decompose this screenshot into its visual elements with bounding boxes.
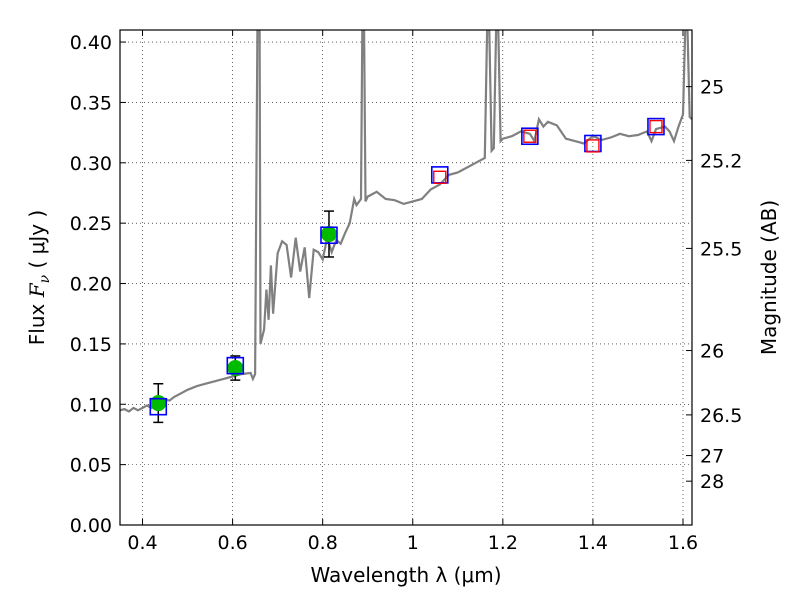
tick-layer: 0.4 0.6 0.8 1 1.2 1.4 1.6 0.00 0.05 0.10 0.15 0.20 0… [70,30,742,554]
model-photometry-marker [149,397,168,416]
y-tick-label: 0.20 [70,274,112,296]
red-marker [433,170,447,184]
detection-point [227,360,244,377]
red-marker [649,119,663,134]
model-photometry-marker [226,356,245,375]
y2-tick-label: 26 [700,341,724,363]
y2-tick-label: 25.2 [700,150,742,172]
y-tick-label: 0.10 [70,394,112,416]
y2-tick-label: 25.5 [700,238,742,260]
y2-axis-title: Magnitude (AB) [757,200,781,355]
y-tick-label: 0.30 [70,153,112,175]
detection-point [150,395,167,412]
y-tick-label: 0.25 [70,213,112,235]
y-tick-label: 0.15 [70,334,112,356]
plot-frame [119,29,693,526]
x-tick-label: 0.4 [127,532,157,554]
x-tick-label: 1 [407,532,419,554]
y2-tick-label: 26.5 [700,405,742,427]
x-tick-label: 1.4 [578,532,608,554]
y2-tick-label: 28 [700,471,724,493]
red-marker [586,139,600,153]
model-photometry-marker [320,226,338,245]
grid-layer [120,30,692,526]
model-photometry-marker [521,127,539,146]
model-photometry-marker [647,117,665,136]
spectrum-layer [120,30,692,413]
x-tick-label: 1.6 [668,532,698,554]
detection-point [320,226,337,243]
y-tick-label: 0.40 [70,32,112,54]
y-tick-label: 0.35 [70,92,112,114]
y-axis-title-symbol: F [25,282,49,298]
x-tick-label: 0.8 [308,532,338,554]
y-axis-title: Flux Fν ( μJy ) [25,210,53,345]
y-axis-title-prefix: Flux [25,297,49,345]
x-tick-label: 1.2 [488,532,518,554]
y-axis-title-suffix: ( μJy ) [25,210,49,275]
x-axis-title: Wavelength λ (μm) [310,563,501,587]
y-tick-label: 0.05 [70,455,112,477]
y-tick-label: 0.00 [70,515,112,537]
marker-layer [149,117,665,424]
spectrum-line [120,30,692,413]
x-tick-label: 0.6 [217,532,247,554]
red-marker [523,129,537,143]
y-axis-title-subscript: ν [37,274,53,283]
y2-tick-label: 25 [700,77,724,99]
y2-tick-label: 27 [700,446,724,468]
